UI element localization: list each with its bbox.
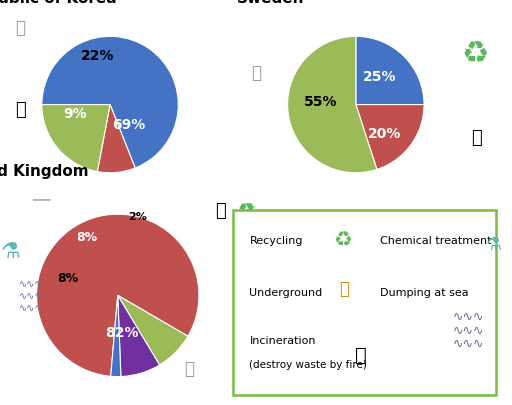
Text: ⛏: ⛏ bbox=[184, 360, 195, 377]
Text: Incineration: Incineration bbox=[249, 335, 316, 345]
FancyBboxPatch shape bbox=[233, 210, 496, 395]
Text: Recycling: Recycling bbox=[249, 236, 303, 246]
Text: ∿∿∿: ∿∿∿ bbox=[18, 303, 43, 313]
Text: 🔥: 🔥 bbox=[15, 100, 26, 118]
Wedge shape bbox=[42, 37, 178, 168]
Text: 82%: 82% bbox=[105, 325, 139, 339]
Text: Chemical treatment: Chemical treatment bbox=[380, 236, 491, 246]
Text: 8%: 8% bbox=[57, 271, 78, 284]
Wedge shape bbox=[42, 105, 110, 172]
Text: Underground: Underground bbox=[249, 287, 323, 297]
Text: 2%: 2% bbox=[129, 211, 147, 221]
Wedge shape bbox=[118, 296, 160, 377]
Text: 9%: 9% bbox=[63, 107, 87, 120]
Wedge shape bbox=[97, 105, 135, 173]
Wedge shape bbox=[36, 215, 199, 376]
Text: ♻: ♻ bbox=[233, 201, 260, 230]
Text: 8%: 8% bbox=[76, 231, 97, 244]
Text: Republic of Korea: Republic of Korea bbox=[0, 0, 117, 6]
Text: ⛏: ⛏ bbox=[339, 279, 349, 297]
Text: 25%: 25% bbox=[363, 70, 396, 84]
Text: ⚗: ⚗ bbox=[0, 241, 20, 261]
Wedge shape bbox=[356, 105, 424, 170]
Text: ⚗: ⚗ bbox=[485, 236, 502, 254]
Text: 55%: 55% bbox=[304, 95, 337, 109]
Text: Sweden: Sweden bbox=[237, 0, 304, 6]
Text: United Kingdom: United Kingdom bbox=[0, 164, 89, 179]
Text: (destroy waste by fire): (destroy waste by fire) bbox=[249, 360, 367, 369]
Text: ⛏: ⛏ bbox=[251, 64, 261, 82]
Text: 22%: 22% bbox=[81, 49, 115, 63]
Text: ∿∿∿: ∿∿∿ bbox=[453, 337, 484, 350]
Wedge shape bbox=[288, 37, 377, 173]
Text: ♻: ♻ bbox=[333, 229, 352, 249]
Text: 🔥: 🔥 bbox=[215, 202, 225, 220]
Text: 🔥: 🔥 bbox=[471, 129, 481, 147]
Text: ⛏: ⛏ bbox=[15, 19, 26, 37]
Text: ♻: ♻ bbox=[461, 40, 489, 69]
Text: ∿∿∿: ∿∿∿ bbox=[18, 279, 43, 288]
Wedge shape bbox=[111, 296, 121, 377]
Text: ∿∿∿: ∿∿∿ bbox=[18, 291, 43, 301]
Text: 🔥: 🔥 bbox=[355, 345, 367, 364]
Text: ∿∿∿: ∿∿∿ bbox=[453, 311, 484, 324]
Text: Dumping at sea: Dumping at sea bbox=[380, 287, 468, 297]
Wedge shape bbox=[356, 37, 424, 105]
Text: 20%: 20% bbox=[368, 127, 401, 141]
Wedge shape bbox=[118, 296, 188, 365]
Text: 69%: 69% bbox=[113, 117, 146, 131]
Text: ∿∿∿: ∿∿∿ bbox=[453, 324, 484, 337]
